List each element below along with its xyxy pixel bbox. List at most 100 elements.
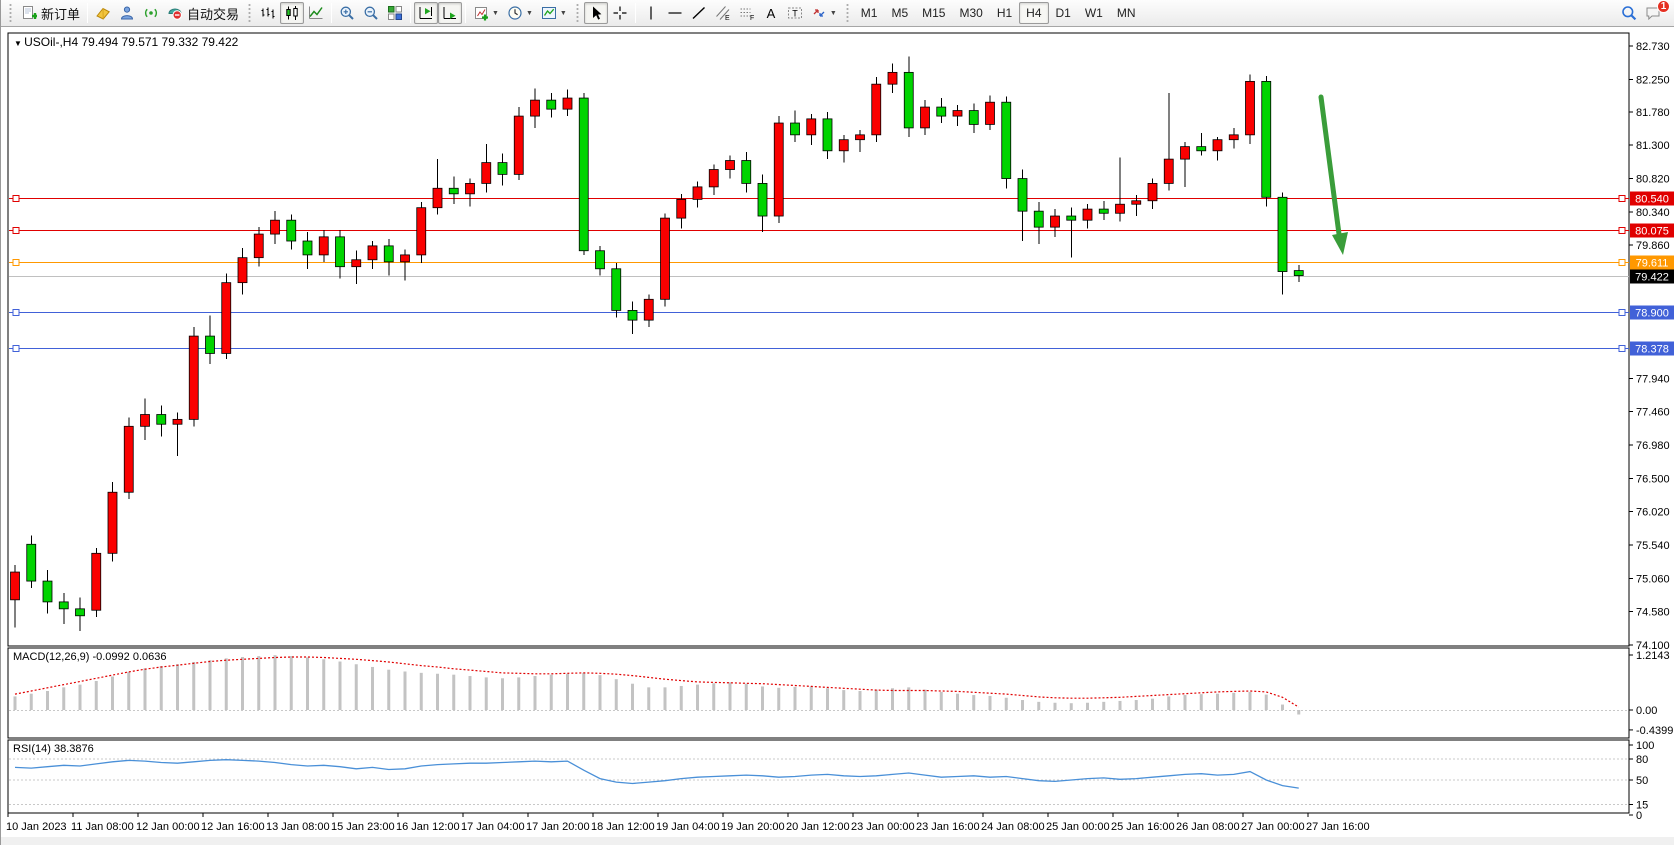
macd-histogram-bar xyxy=(696,684,699,710)
linechart-icon xyxy=(309,6,323,19)
auto-trading-button[interactable]: 自动交易 xyxy=(163,2,243,24)
line-handle-right[interactable] xyxy=(1618,259,1626,266)
chart-window[interactable]: 82.730 82.250 81.780 81.300 80.820 80.340 79.8… xyxy=(1,27,1674,845)
autotrade-icon xyxy=(168,8,182,20)
bull-candle xyxy=(1163,158,1174,184)
down-arrow-annotation[interactable] xyxy=(1318,94,1342,237)
timeframe-d1-button[interactable]: D1 xyxy=(1055,6,1071,20)
text-button[interactable]: A xyxy=(759,2,783,24)
time-axis-label: 10 Jan 2023 xyxy=(6,821,67,833)
line-handle-right[interactable] xyxy=(1618,195,1626,202)
line-handle-right[interactable] xyxy=(1618,227,1626,234)
time-axis-label: 25 Jan 16:00 xyxy=(1111,821,1175,833)
zoom-out-icon xyxy=(364,6,378,20)
bull-candle xyxy=(1115,203,1125,214)
layouts-button[interactable] xyxy=(91,2,115,24)
bull-candle xyxy=(887,71,898,85)
indicators-dropdown-arrow-icon[interactable]: ▼ xyxy=(492,9,499,17)
line-handle-left[interactable] xyxy=(12,259,20,266)
trendline-button[interactable] xyxy=(687,2,711,24)
price-tick-label: 74.580 xyxy=(1636,607,1670,619)
templates-button[interactable]: ▼ xyxy=(537,2,571,24)
macd-histogram-bar xyxy=(387,669,391,710)
timeframe-mn-button[interactable]: MN xyxy=(1116,6,1136,20)
time-axis-label: 17 Jan 04:00 xyxy=(461,821,525,833)
price-tick-label: 80.820 xyxy=(1636,174,1670,186)
bull-candle xyxy=(416,207,427,256)
signals-button[interactable] xyxy=(139,2,163,24)
line-handle-left[interactable] xyxy=(12,345,20,352)
tile-windows-button[interactable] xyxy=(383,2,407,24)
bull-candle xyxy=(952,110,963,117)
timeframe-h1-button[interactable]: H1 xyxy=(996,6,1013,20)
trend-icon xyxy=(692,6,705,20)
notifications-button[interactable]: 1 xyxy=(1641,0,1670,24)
search-button[interactable] xyxy=(1617,2,1641,24)
vertical-line-button[interactable] xyxy=(639,2,663,24)
timeframe-h4-button[interactable]: H4 xyxy=(1019,2,1049,24)
periods-button[interactable]: ▼ xyxy=(503,2,537,24)
price-chart[interactable]: 82.730 82.250 81.780 81.300 80.820 80.340 79.8… xyxy=(1,27,1674,845)
bars-chart-button[interactable] xyxy=(256,2,280,24)
bull-candle xyxy=(1082,208,1093,221)
price-tick-label: 77.460 xyxy=(1636,407,1670,419)
line-chart-button[interactable] xyxy=(304,2,328,24)
clock-icon xyxy=(508,6,522,20)
macd-histogram-bar xyxy=(62,687,66,710)
indicators-button[interactable]: ▼ xyxy=(469,2,503,24)
line-handle-left[interactable] xyxy=(12,227,20,234)
timeframe-m30-button[interactable]: M30 xyxy=(959,6,983,20)
timeframe-m15-button[interactable]: M15 xyxy=(922,6,946,20)
bull-candle xyxy=(432,187,443,209)
text-label-button[interactable]: T xyxy=(783,2,807,24)
crosshair-button[interactable] xyxy=(608,2,632,24)
line-handle-right[interactable] xyxy=(1618,345,1626,352)
book-icon xyxy=(96,7,110,20)
shift-end-button[interactable] xyxy=(414,2,439,24)
bull-candle xyxy=(481,162,492,184)
bull-candle xyxy=(1131,200,1142,205)
community-button[interactable] xyxy=(115,2,139,24)
bull-candle xyxy=(562,97,573,110)
equidistant-channel-button[interactable]: E xyxy=(711,2,735,24)
arrow-objects-dropdown-arrow-icon[interactable]: ▼ xyxy=(829,9,837,17)
new-order-button[interactable]: 新订单 xyxy=(17,2,84,24)
macd-histogram-bar xyxy=(306,657,309,710)
zoom-in-button[interactable] xyxy=(335,2,359,24)
timeframe-m1-button[interactable]: M1 xyxy=(860,6,878,20)
price-badge-label: 80.540 xyxy=(1635,194,1669,206)
bear-candle xyxy=(578,97,589,252)
candles-chart-button[interactable] xyxy=(280,2,305,24)
line-handle-left[interactable] xyxy=(12,195,20,202)
line-handle-right[interactable] xyxy=(1618,309,1626,316)
bull-candle xyxy=(692,186,703,200)
price-tick-label: 74.100 xyxy=(1636,640,1670,652)
timeframe-w1-button[interactable]: W1 xyxy=(1084,6,1103,20)
price-badge xyxy=(1630,255,1674,270)
macd-histogram-bar xyxy=(712,683,716,710)
down-arrow-annotation-head[interactable] xyxy=(1332,232,1348,255)
time-axis-label: 13 Jan 08:00 xyxy=(266,821,330,833)
bear-candle xyxy=(611,268,622,311)
timeframe-m5-button[interactable]: M5 xyxy=(891,6,909,20)
macd-histogram-bar xyxy=(501,678,504,710)
auto-scroll-button[interactable] xyxy=(438,2,463,24)
price-badge-label: 78.378 xyxy=(1635,344,1669,356)
toolbar-separator xyxy=(331,3,333,23)
line-handle-left[interactable] xyxy=(12,309,20,316)
bull-candle xyxy=(10,571,20,601)
tiles-icon xyxy=(388,6,403,20)
candles-icon xyxy=(286,6,298,20)
periods-dropdown-arrow-icon[interactable]: ▼ xyxy=(525,9,533,17)
zoom-out-button[interactable] xyxy=(359,2,383,24)
horizontal-line-button[interactable] xyxy=(663,2,687,24)
cursor-button[interactable] xyxy=(583,2,608,24)
templates-dropdown-arrow-icon[interactable]: ▼ xyxy=(559,9,567,17)
bull-candle xyxy=(660,217,670,300)
macd-histogram-bar xyxy=(1281,704,1284,710)
arrow-objects-button[interactable]: ▼ xyxy=(807,2,841,24)
fibonacci-button[interactable]: F xyxy=(735,2,759,24)
bull-candle xyxy=(871,83,882,136)
bear-candle xyxy=(335,236,345,268)
macd-histogram-bar xyxy=(1199,694,1203,710)
